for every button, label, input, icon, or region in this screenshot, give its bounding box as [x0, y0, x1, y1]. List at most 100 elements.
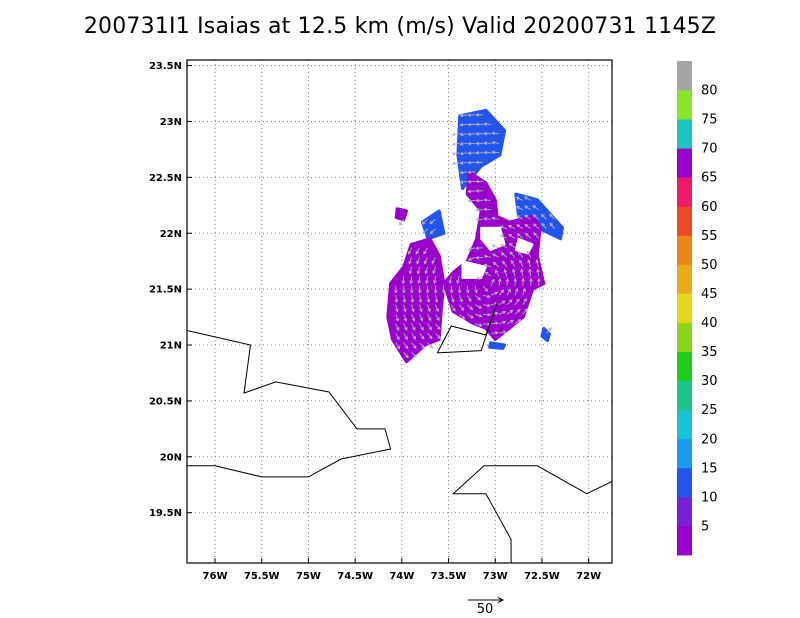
- wind-vector-arrow: [459, 132, 468, 137]
- colorbar-label: 15: [701, 461, 718, 476]
- wind-vector-arrow: [491, 244, 500, 249]
- lat-tick-label: 21N: [160, 341, 182, 352]
- colorbar-label: 35: [701, 345, 718, 360]
- wind-vector-arrow: [448, 276, 453, 285]
- coastline: [436, 302, 498, 354]
- wind-vector-arrow: [451, 161, 460, 166]
- wind-vector-arrow: [467, 122, 476, 127]
- wind-vector-arrow: [416, 257, 421, 265]
- wind-vector-arrow: [482, 294, 491, 299]
- wind-vector-arrow: [418, 295, 423, 304]
- wind-vector-arrow: [395, 333, 400, 341]
- wind-vector-arrow: [450, 304, 456, 312]
- colorbar-swatch: [677, 90, 692, 120]
- wind-vector-arrow: [434, 295, 439, 304]
- wind-vector-arrow: [467, 113, 476, 117]
- wind-vector-arrow: [466, 304, 474, 311]
- wind-vector-arrow: [467, 141, 476, 146]
- colorbar-swatch: [677, 496, 692, 527]
- lon-tick-label: 76W: [203, 571, 228, 582]
- lon-tick-label: 74W: [389, 571, 414, 582]
- wind-vector-arrow: [500, 252, 508, 258]
- wind-vector-arrow: [524, 214, 531, 220]
- wind-vector-arrow: [511, 268, 516, 277]
- colorbar-swatch: [677, 293, 692, 323]
- wind-vector-arrow: [419, 342, 425, 349]
- lon-tick-label: 74.5W: [337, 571, 373, 582]
- wind-vector-arrow: [457, 285, 462, 294]
- lon-tick-label: 75W: [296, 571, 321, 582]
- coastline: [187, 330, 392, 478]
- colorbar-label: 25: [701, 403, 718, 418]
- wind-vector-arrow: [495, 269, 500, 277]
- wind-vector-arrow: [450, 295, 455, 303]
- colorbar-label: 55: [701, 229, 718, 244]
- wind-vector-arrow: [490, 278, 495, 286]
- colorbar-label: 65: [701, 171, 718, 186]
- vector-key-label: 50: [477, 602, 494, 617]
- wind-vector-arrow: [408, 266, 413, 275]
- wind-vector-arrow: [421, 218, 428, 225]
- colorbar-label: 40: [701, 316, 718, 331]
- wind-region: [420, 209, 446, 241]
- wind-vector-arrow: [532, 205, 539, 211]
- colorbar-swatch: [677, 380, 692, 411]
- lat-tick-label: 21.5N: [149, 285, 182, 296]
- wind-vector-arrow: [498, 330, 507, 334]
- wind-vector-arrow: [514, 298, 520, 306]
- lon-tick-label: 75.5W: [244, 571, 280, 582]
- wind-vector-arrow: [490, 330, 499, 335]
- wind-vector-arrow: [458, 295, 463, 303]
- wind-vector-arrow: [474, 304, 483, 309]
- wind-vector-arrow: [403, 314, 408, 322]
- wind-vector-arrow: [506, 309, 514, 315]
- wind-vector-arrow: [483, 122, 492, 126]
- wind-vector-arrow: [509, 251, 516, 258]
- wind-vector-arrow: [483, 312, 492, 317]
- wind-vector-arrow: [441, 285, 446, 294]
- wind-vector-arrow: [435, 332, 442, 339]
- wind-vector-arrow: [411, 323, 416, 331]
- wind-vector-arrow: [433, 285, 438, 294]
- wind-vector-arrow: [424, 266, 429, 275]
- wind-vector-arrow: [475, 255, 484, 260]
- wind-speed-field: [386, 108, 564, 364]
- wind-vector-arrow: [408, 247, 413, 255]
- colorbar-swatch: [677, 119, 692, 149]
- wind-vector-arrow: [467, 247, 476, 251]
- vector-key-arrowhead: [497, 597, 505, 603]
- lat-tick-label: 20.5N: [149, 396, 182, 407]
- wind-vector-arrow: [459, 151, 468, 156]
- wind-vector-arrow: [451, 132, 460, 137]
- wind-vector-arrow: [506, 320, 514, 325]
- wind-vector-arrow: [427, 342, 434, 349]
- wind-vector-arrow: [524, 223, 531, 230]
- wind-vector-arrow: [520, 268, 524, 277]
- no-data-region: [514, 237, 534, 255]
- wind-vector-arrow: [403, 352, 409, 359]
- wind-vector-arrow: [549, 213, 555, 220]
- wind-vector-arrow: [398, 219, 405, 226]
- wind-vector-arrow: [475, 217, 484, 222]
- colorbar-label: 20: [701, 432, 718, 447]
- wind-vector-arrow: [395, 304, 399, 313]
- wind-vector-arrow: [532, 214, 539, 220]
- colorbar-swatch: [677, 61, 692, 91]
- wind-vector-arrow: [518, 250, 524, 258]
- plot-frame: [186, 59, 613, 564]
- wind-vector-arrow: [419, 304, 423, 313]
- wind-vector-arrow: [459, 161, 468, 165]
- wind-vector-arrow: [435, 323, 441, 331]
- wind-vector-arrow: [423, 247, 428, 255]
- wind-vector-arrow: [402, 295, 407, 304]
- wind-vector-arrow: [459, 123, 468, 127]
- wind-vector-arrow: [497, 277, 502, 286]
- wind-vector-arrow: [394, 295, 399, 304]
- wind-vector-arrow: [527, 259, 532, 267]
- wind-vector-arrow: [490, 321, 499, 326]
- wind-vector-arrow: [535, 259, 540, 267]
- wind-vector-arrow: [475, 113, 484, 117]
- wind-vector-arrow: [475, 160, 484, 165]
- wind-vector-arrow: [537, 277, 541, 286]
- wind-vector-arrow: [482, 285, 489, 293]
